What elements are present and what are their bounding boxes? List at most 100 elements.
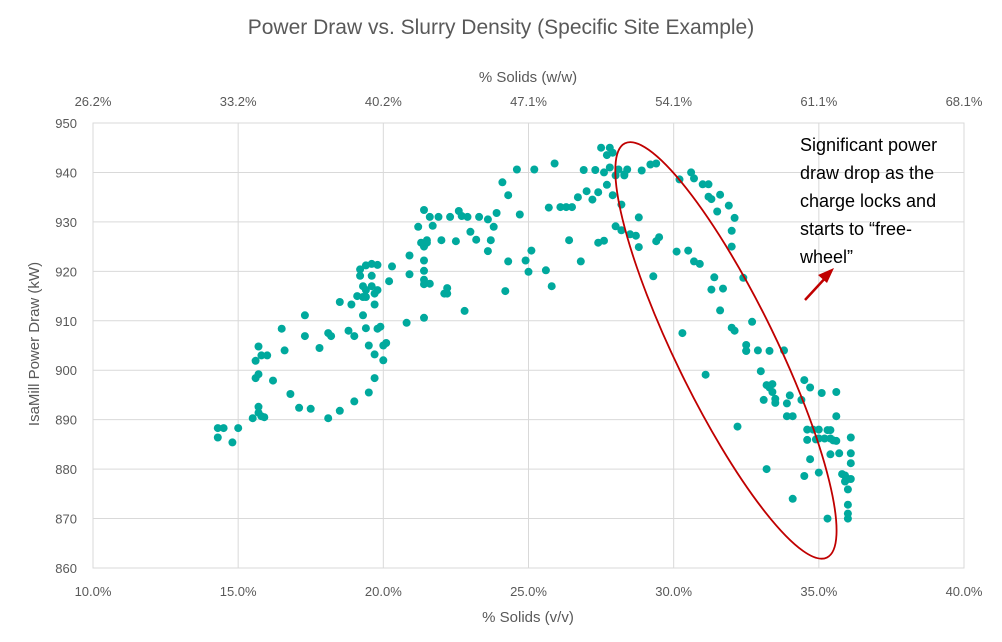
data-point xyxy=(649,272,658,281)
data-point xyxy=(254,402,263,411)
data-points xyxy=(213,143,855,523)
data-point xyxy=(483,247,492,256)
data-point xyxy=(402,318,411,327)
chart-title: Power Draw vs. Slurry Density (Specific … xyxy=(248,16,754,39)
data-point xyxy=(324,414,333,423)
data-point xyxy=(826,426,835,435)
annotation-text-line: draw drop as the xyxy=(800,163,934,183)
data-point xyxy=(701,370,710,379)
data-point xyxy=(437,236,446,245)
data-point xyxy=(608,148,617,157)
x-axis-title: % Solids (v/v) xyxy=(482,609,574,626)
data-point xyxy=(335,298,344,306)
data-point xyxy=(843,485,852,494)
data-point xyxy=(350,397,359,406)
data-point xyxy=(425,212,434,221)
data-point xyxy=(405,251,414,260)
data-point xyxy=(568,203,576,212)
data-point xyxy=(814,468,823,477)
data-point xyxy=(361,293,370,301)
y-tick-label: 880 xyxy=(55,462,77,477)
data-point xyxy=(521,256,530,265)
data-point xyxy=(591,166,600,174)
data-point xyxy=(361,324,370,333)
data-point xyxy=(785,391,794,400)
data-point xyxy=(544,203,553,212)
data-point xyxy=(370,374,379,383)
data-point xyxy=(742,346,751,355)
x-tick-label: 25.0% xyxy=(510,584,547,599)
x-tick-label: 30.0% xyxy=(655,584,692,599)
data-point xyxy=(652,159,661,168)
data-point xyxy=(768,388,777,396)
data-point xyxy=(414,222,423,231)
data-point xyxy=(504,257,513,266)
annotation-text-line: Significant power xyxy=(800,135,937,155)
data-point xyxy=(213,424,222,433)
data-point xyxy=(753,346,762,355)
data-point xyxy=(257,351,266,360)
data-point xyxy=(704,180,713,189)
data-point xyxy=(475,212,484,221)
data-point xyxy=(597,143,606,152)
data-point xyxy=(512,165,521,174)
data-point xyxy=(527,246,536,255)
data-point xyxy=(716,306,725,315)
data-point xyxy=(370,300,379,309)
data-point xyxy=(823,514,832,523)
data-point xyxy=(306,404,315,413)
data-point xyxy=(315,344,324,352)
data-point xyxy=(434,212,443,221)
data-point xyxy=(373,286,382,295)
data-point xyxy=(486,236,495,245)
data-point xyxy=(713,207,722,216)
data-point xyxy=(820,434,829,443)
data-point xyxy=(364,388,373,397)
data-point xyxy=(356,271,365,280)
data-point xyxy=(690,174,698,183)
data-point xyxy=(832,412,841,421)
data-point xyxy=(843,500,852,509)
data-point xyxy=(483,215,492,224)
data-point xyxy=(765,346,774,355)
data-point xyxy=(727,226,736,235)
data-point xyxy=(782,412,791,421)
data-point xyxy=(466,227,475,236)
highlight-ellipse xyxy=(614,141,838,560)
data-point xyxy=(286,390,295,398)
data-point xyxy=(655,233,664,242)
data-point xyxy=(251,356,260,365)
y-tick-label: 890 xyxy=(55,413,77,428)
data-point xyxy=(782,399,791,408)
data-point xyxy=(361,286,370,295)
data-point xyxy=(846,475,855,483)
data-point xyxy=(600,168,608,177)
data-point xyxy=(425,279,434,288)
data-point xyxy=(687,168,696,177)
data-point xyxy=(756,367,765,376)
annotation-arrow-head xyxy=(818,268,834,283)
data-point xyxy=(565,236,574,245)
data-point xyxy=(269,376,277,385)
data-point xyxy=(579,166,588,174)
data-point xyxy=(733,422,742,431)
y-tick-label: 910 xyxy=(55,314,77,329)
data-point xyxy=(806,455,815,464)
data-point xyxy=(800,376,809,385)
data-point xyxy=(335,406,344,415)
data-point xyxy=(634,213,643,222)
data-point xyxy=(634,243,643,252)
data-point xyxy=(556,203,565,212)
data-point xyxy=(608,191,617,200)
data-point xyxy=(803,425,812,434)
data-point xyxy=(710,273,719,282)
data-point xyxy=(788,494,797,503)
data-point xyxy=(443,289,452,298)
data-point xyxy=(350,332,359,341)
x-tick-label: 15.0% xyxy=(220,584,257,599)
x-tick-label: 35.0% xyxy=(800,584,837,599)
data-point xyxy=(611,222,620,231)
data-point xyxy=(376,322,385,331)
y-tick-label: 870 xyxy=(55,512,77,527)
